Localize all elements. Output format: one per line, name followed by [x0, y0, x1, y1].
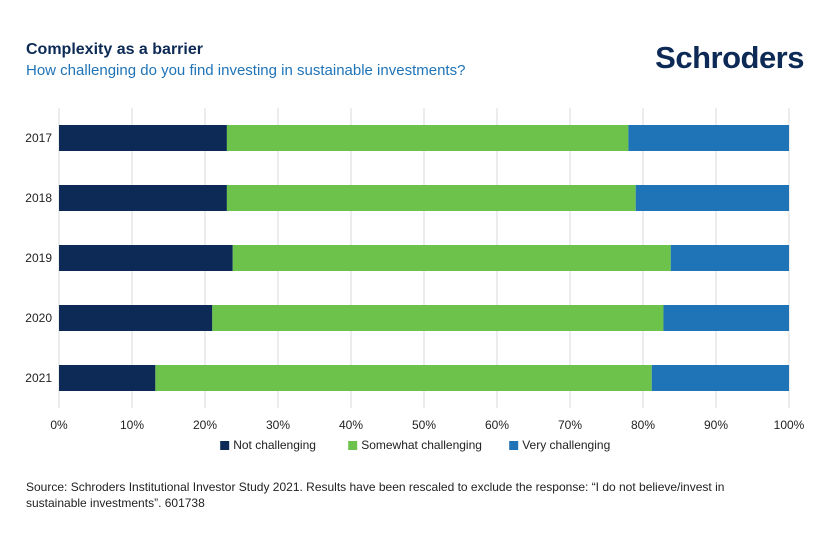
bar-segment — [670, 245, 789, 271]
y-category-label: 2019 — [25, 251, 52, 265]
legend-swatch — [220, 441, 230, 450]
x-tick-label: 60% — [485, 418, 509, 432]
x-tick-label: 70% — [558, 418, 582, 432]
x-tick-label: 10% — [120, 418, 144, 432]
legend-label: Somewhat challenging — [361, 438, 482, 452]
bar-segment — [628, 125, 789, 151]
y-category-label: 2020 — [25, 311, 52, 325]
x-tick-label: 30% — [266, 418, 290, 432]
bar-segment — [59, 365, 156, 391]
bar-segment — [226, 125, 629, 151]
legend-label: Very challenging — [522, 438, 610, 452]
bar-segment — [212, 305, 664, 331]
bar-segment — [635, 185, 789, 211]
legend-swatch — [348, 441, 358, 450]
source-note: Source: Schroders Institutional Investor… — [26, 480, 725, 510]
bar-segment — [59, 125, 227, 151]
x-tick-label: 90% — [704, 418, 728, 432]
x-tick-label: 20% — [193, 418, 217, 432]
y-category-label: 2017 — [25, 131, 52, 145]
chart-subtitle: How challenging do you find investing in… — [26, 62, 466, 79]
stacked-bar-chart: 0% 10% 20% 30% 40% 50% 60% 70% 80% 90% 100% 2017 201… — [25, 108, 805, 452]
bar-segment — [59, 185, 227, 211]
bar-segment — [226, 185, 636, 211]
bar-segment — [155, 365, 652, 391]
bar-segment — [651, 365, 789, 391]
bar-segment — [59, 245, 233, 271]
x-tick-label: 50% — [412, 418, 436, 432]
bar-segment — [663, 305, 789, 331]
y-category-label: 2021 — [25, 371, 52, 385]
bar-segment — [59, 305, 213, 331]
bar-segment — [232, 245, 671, 271]
x-tick-label: 0% — [50, 418, 68, 432]
y-category-label: 2018 — [25, 191, 52, 205]
chart-title: Complexity as a barrier — [26, 41, 203, 58]
schroders-logo: Schroders — [655, 40, 804, 75]
x-tick-label: 40% — [339, 418, 363, 432]
x-tick-label: 80% — [631, 418, 655, 432]
x-tick-label: 100% — [774, 418, 805, 432]
legend-label: Not challenging — [233, 438, 316, 452]
legend-swatch — [509, 441, 519, 450]
